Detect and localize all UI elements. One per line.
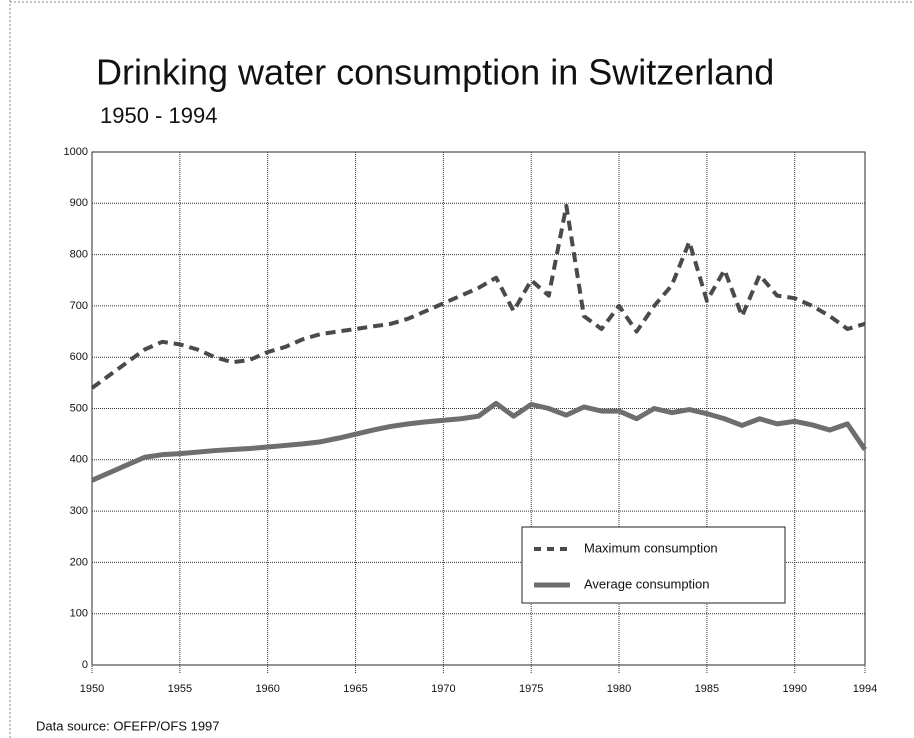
data-line <box>90 400 868 483</box>
y-tick-label: 400 <box>70 454 88 466</box>
source-note: Data source: OFEFP/OFS 1997 <box>36 718 220 733</box>
y-tick-label: 200 <box>70 556 88 568</box>
legend-box <box>521 526 786 604</box>
y-tick-label: 300 <box>70 505 88 517</box>
x-tick-label: 1994 <box>853 683 877 695</box>
chart-subtitle: 1950 - 1994 <box>100 103 217 128</box>
x-tick-label: 1955 <box>168 683 192 695</box>
legend-label: Maximum consumption <box>584 540 718 555</box>
y-tick-label: 800 <box>70 249 88 261</box>
y-tick-label: 600 <box>70 351 88 363</box>
x-tick-label: 1970 <box>431 683 455 695</box>
x-tick-label: 1950 <box>80 683 104 695</box>
legend-label: Average consumption <box>584 576 710 591</box>
data-line <box>90 203 866 390</box>
y-tick-label: 1000 <box>64 146 88 158</box>
y-tick-label: 900 <box>70 197 88 209</box>
x-tick-label: 1975 <box>519 683 543 695</box>
x-tick-label: 1985 <box>695 683 719 695</box>
y-tick-label: 500 <box>70 402 88 414</box>
y-tick-label: 0 <box>82 659 88 671</box>
x-tick-label: 1960 <box>255 683 279 695</box>
y-tick-label: 700 <box>70 300 88 312</box>
x-tick-label: 1990 <box>782 683 806 695</box>
x-tick-label: 1965 <box>343 683 367 695</box>
x-tick-label: 1980 <box>607 683 631 695</box>
y-tick-label: 100 <box>70 608 88 620</box>
chart-title: Drinking water consumption in Switzerlan… <box>96 52 774 93</box>
